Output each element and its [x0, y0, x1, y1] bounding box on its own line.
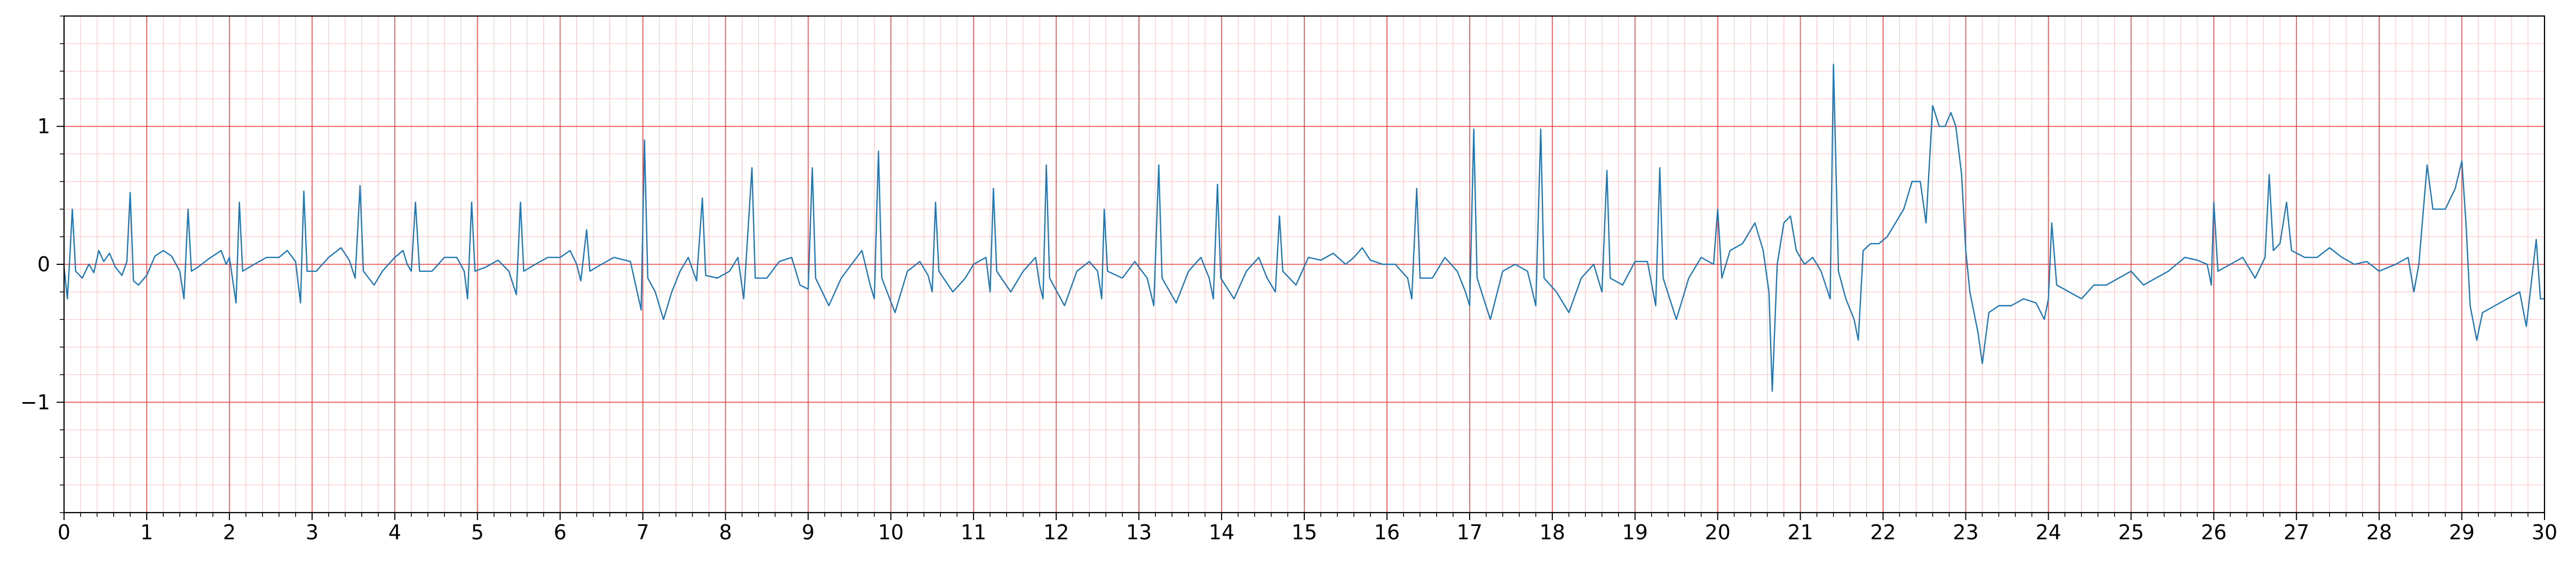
x-tick-label: 11 [961, 521, 986, 544]
x-axis: 0 1 2 3 4 5 6 7 8 9 10 11 12 13 14 15 16 17 18 19 20 21 22 23 24… [58, 513, 2557, 544]
x-tick-label: 6 [554, 521, 567, 544]
x-tick-label: 29 [2449, 521, 2475, 544]
x-tick-label: 3 [306, 521, 319, 544]
x-tick-label: 25 [2118, 521, 2144, 544]
x-tick-label: 21 [1787, 521, 1813, 544]
x-tick-label: 15 [1291, 521, 1317, 544]
x-tick-label: 0 [58, 521, 70, 544]
x-tick-label: 20 [1705, 521, 1730, 544]
x-tick-label: 17 [1457, 521, 1483, 544]
x-tick-label: 12 [1043, 521, 1069, 544]
y-tick-label: −1 [20, 390, 50, 414]
x-tick-label: 16 [1374, 521, 1400, 544]
x-tick-label: 13 [1126, 521, 1152, 544]
x-tick-label: 9 [802, 521, 814, 544]
x-tick-label: 28 [2366, 521, 2392, 544]
x-tick-label: 5 [471, 521, 484, 544]
y-axis: −1 0 1 [20, 15, 64, 513]
y-tick-label: 0 [37, 253, 50, 276]
y-tick-label: 1 [37, 115, 50, 138]
x-tick-label: 24 [2035, 521, 2061, 544]
x-tick-label: 19 [1622, 521, 1648, 544]
ecg-trace-line [63, 64, 2546, 392]
x-tick-label: 26 [2201, 521, 2226, 544]
x-tick-label: 23 [1953, 521, 1978, 544]
x-tick-label: 4 [389, 521, 401, 544]
series-layer [63, 64, 2546, 392]
x-tick-label: 7 [636, 521, 649, 544]
x-tick-label: 14 [1209, 521, 1234, 544]
x-tick-label: 10 [878, 521, 903, 544]
x-tick-label: 8 [719, 521, 732, 544]
x-tick-label: 1 [140, 521, 153, 544]
x-tick-label: 18 [1540, 521, 1565, 544]
x-tick-label: 30 [2532, 521, 2557, 544]
x-tick-label: 2 [223, 521, 236, 544]
major-grid [64, 16, 2545, 513]
x-tick-label: 27 [2284, 521, 2309, 544]
x-tick-label: 22 [1870, 521, 1896, 544]
